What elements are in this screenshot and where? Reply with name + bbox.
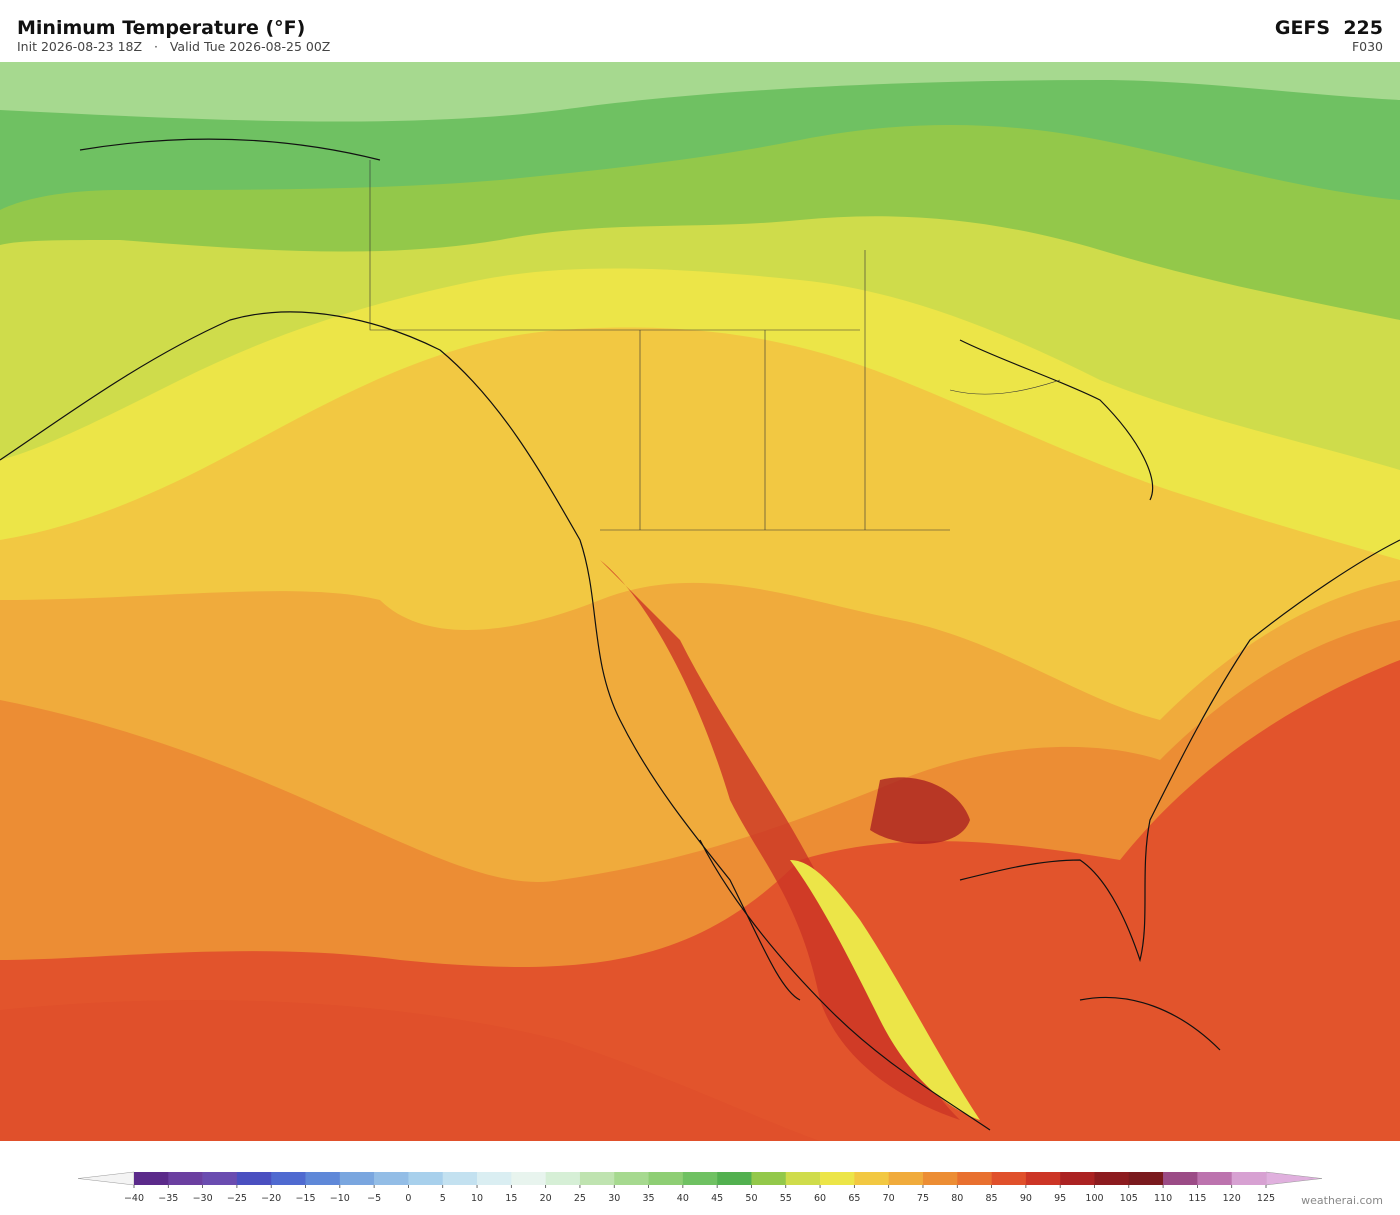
colorbar-swatch [1231, 1172, 1267, 1185]
colorbar-tick-label: 10 [471, 1193, 483, 1204]
colorbar-tick-label: 105 [1120, 1193, 1138, 1204]
colorbar-tick-label: 75 [917, 1193, 929, 1204]
colorbar-swatch [134, 1172, 169, 1185]
colorbar-tick-label: −35 [158, 1193, 178, 1204]
colorbar-swatch [545, 1172, 581, 1185]
colorbar-swatch [271, 1172, 306, 1185]
colorbar-tick-label: 60 [814, 1193, 826, 1204]
colorbar-swatch [305, 1172, 341, 1185]
colorbar-swatch [511, 1172, 546, 1185]
colorbar-tick-label: 125 [1257, 1193, 1275, 1204]
colorbar-swatch [1094, 1172, 1130, 1185]
credit: weatherai.com [1301, 1194, 1383, 1207]
colorbar-swatch [991, 1172, 1027, 1185]
colorbar-tick-label: 80 [951, 1193, 963, 1204]
colorbar-swatch [922, 1172, 958, 1185]
colorbar-tick-label: 15 [505, 1193, 517, 1204]
colorbar-tick-label: −25 [227, 1193, 247, 1204]
colorbar-tick-label: 0 [405, 1193, 411, 1204]
colorbar-swatch [957, 1172, 992, 1185]
colorbar-tick-label: −15 [295, 1193, 315, 1204]
colorbar-swatch [236, 1172, 272, 1185]
colorbar-swatch [339, 1172, 375, 1185]
colorbar-under [77, 1171, 135, 1186]
colorbar-tick-label: −20 [261, 1193, 281, 1204]
colorbar-tick-label: −5 [367, 1193, 381, 1204]
colorbar-swatch [374, 1172, 409, 1185]
colorbar-swatch [820, 1172, 855, 1185]
colorbar-swatch [648, 1172, 684, 1185]
colorbar-swatch [888, 1172, 924, 1185]
colorbar-tick-label: 90 [1020, 1193, 1032, 1204]
colorbar-tick-label: −10 [330, 1193, 350, 1204]
model-label: GEFS 225 [1275, 17, 1383, 39]
colorbar-tick-label: 55 [780, 1193, 792, 1204]
colorbar-swatch [854, 1172, 889, 1185]
colorbar-tick-label: 110 [1154, 1193, 1172, 1204]
colorbar-swatch [682, 1172, 718, 1185]
colorbar-swatch [1163, 1172, 1198, 1185]
colorbar-tick-label: 120 [1223, 1193, 1241, 1204]
colorbar-swatch [202, 1172, 238, 1185]
colorbar-swatch [477, 1172, 512, 1185]
colorbar-swatch [1060, 1172, 1095, 1185]
colorbar-swatch [579, 1172, 615, 1185]
subtitle: Init 2026-08-23 18Z · Valid Tue 2026-08-… [17, 39, 330, 54]
title: Minimum Temperature (°F) [17, 17, 305, 39]
colorbar-swatch [1025, 1172, 1061, 1185]
colorbar-tick-label: 35 [642, 1193, 654, 1204]
colorbar-swatch [408, 1172, 444, 1185]
forecast-hour: F030 [1352, 39, 1383, 54]
colorbar-swatch [168, 1172, 203, 1185]
colorbar-tick-label: 50 [745, 1193, 757, 1204]
colorbar-tick-label: 40 [677, 1193, 689, 1204]
colorbar-tick-label: 70 [883, 1193, 895, 1204]
colorbar-swatch [717, 1172, 752, 1185]
colorbar-swatch [1128, 1172, 1164, 1185]
colorbar-tick-label: 5 [440, 1193, 446, 1204]
colorbar-tick-label: −40 [124, 1193, 144, 1204]
colorbar-swatch [442, 1172, 478, 1185]
colorbar-swatch [751, 1172, 787, 1185]
colorbar-tick-label: 115 [1188, 1193, 1206, 1204]
colorbar-tick-label: −30 [193, 1193, 213, 1204]
colorbar-swatch [614, 1172, 649, 1185]
colorbar-swatch [785, 1172, 821, 1185]
colorbar-tick-label: 100 [1085, 1193, 1103, 1204]
colorbar-tick-label: 30 [608, 1193, 620, 1204]
colorbar-tick-label: 85 [986, 1193, 998, 1204]
colorbar-tick-label: 25 [574, 1193, 586, 1204]
colorbar: −40 −35 −30 −25 −20 −15 −10 −5 0 5 10 15 20 25 30 35 40 4… [77, 1171, 1323, 1204]
colorbar-tick-label: 45 [711, 1193, 723, 1204]
map [0, 62, 1400, 1141]
colorbar-swatch [1197, 1172, 1232, 1185]
colorbar-over [1265, 1171, 1323, 1186]
colorbar-tick-label: 65 [848, 1193, 860, 1204]
colorbar-tick-label: 95 [1054, 1193, 1066, 1204]
colorbar-tick-label: 20 [540, 1193, 552, 1204]
